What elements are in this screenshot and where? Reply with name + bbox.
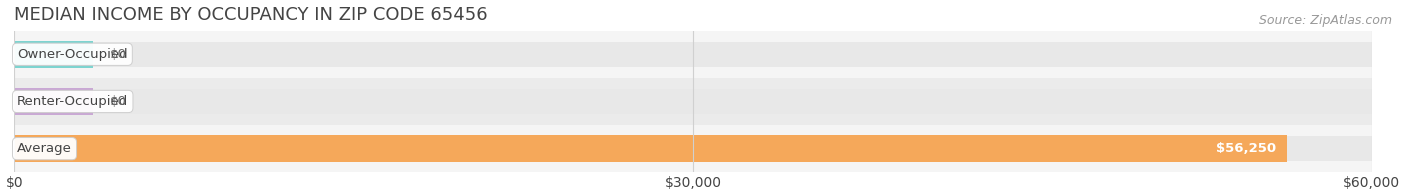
Bar (14, 31, 1372, 78)
Bar (14, 89, 1372, 114)
Bar (14, 78, 1372, 125)
Text: $56,250: $56,250 (1216, 142, 1277, 155)
Text: Source: ZipAtlas.com: Source: ZipAtlas.com (1258, 14, 1392, 27)
Bar (14, 41, 93, 68)
Bar (14, 136, 1372, 161)
Text: MEDIAN INCOME BY OCCUPANCY IN ZIP CODE 65456: MEDIAN INCOME BY OCCUPANCY IN ZIP CODE 6… (14, 5, 488, 24)
Bar (14, 42, 1372, 67)
Text: $0: $0 (110, 48, 127, 61)
Bar (14, 135, 1286, 162)
Text: Average: Average (17, 142, 72, 155)
Text: $0: $0 (110, 95, 127, 108)
Text: Renter-Occupied: Renter-Occupied (17, 95, 128, 108)
Bar (14, 125, 1372, 172)
Bar (14, 88, 93, 115)
Text: Owner-Occupied: Owner-Occupied (17, 48, 128, 61)
